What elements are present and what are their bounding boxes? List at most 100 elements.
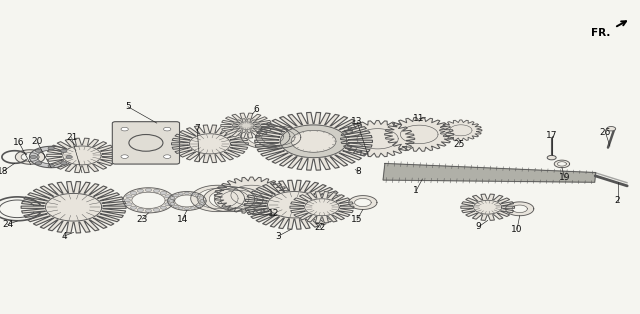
Text: 25: 25 <box>454 140 465 149</box>
Polygon shape <box>383 164 596 182</box>
Text: 22: 22 <box>314 223 326 232</box>
Text: FR.: FR. <box>591 28 611 38</box>
Circle shape <box>179 207 183 209</box>
Polygon shape <box>232 119 260 133</box>
Polygon shape <box>280 125 347 158</box>
Circle shape <box>126 195 132 198</box>
Polygon shape <box>47 138 117 173</box>
Circle shape <box>66 155 72 159</box>
Circle shape <box>199 197 204 199</box>
Text: 14: 14 <box>177 215 188 224</box>
Polygon shape <box>506 202 534 216</box>
Polygon shape <box>204 187 255 212</box>
Polygon shape <box>474 200 502 214</box>
Circle shape <box>61 162 67 165</box>
Polygon shape <box>21 181 126 233</box>
Circle shape <box>170 197 175 199</box>
Text: 7: 7 <box>195 124 200 133</box>
Polygon shape <box>214 187 263 211</box>
Polygon shape <box>244 180 344 229</box>
Text: 10: 10 <box>511 225 523 234</box>
Circle shape <box>184 208 189 210</box>
Polygon shape <box>15 150 45 164</box>
Polygon shape <box>189 134 230 154</box>
Text: 23: 23 <box>136 215 148 224</box>
Circle shape <box>191 193 195 195</box>
Circle shape <box>170 203 175 205</box>
Polygon shape <box>191 185 244 212</box>
Circle shape <box>145 188 152 192</box>
Circle shape <box>607 127 616 131</box>
Text: 17: 17 <box>546 131 557 140</box>
Circle shape <box>35 149 42 152</box>
Text: 18: 18 <box>0 167 9 176</box>
Polygon shape <box>241 125 290 149</box>
Polygon shape <box>440 120 482 141</box>
Circle shape <box>199 203 204 205</box>
Circle shape <box>166 199 173 202</box>
Polygon shape <box>63 146 101 165</box>
Circle shape <box>145 209 152 212</box>
Text: 21: 21 <box>66 133 77 142</box>
Text: 2: 2 <box>615 197 620 205</box>
Polygon shape <box>305 199 339 216</box>
FancyBboxPatch shape <box>113 122 179 164</box>
Circle shape <box>164 155 171 158</box>
Text: 12: 12 <box>268 209 280 218</box>
Circle shape <box>131 206 137 209</box>
Circle shape <box>121 127 128 131</box>
Text: 15: 15 <box>351 215 363 224</box>
Circle shape <box>165 195 171 198</box>
Circle shape <box>30 155 36 159</box>
Polygon shape <box>255 112 372 170</box>
Polygon shape <box>168 192 206 210</box>
Polygon shape <box>29 146 73 168</box>
Circle shape <box>131 192 137 195</box>
Circle shape <box>154 189 160 192</box>
Text: 16: 16 <box>13 138 25 147</box>
Circle shape <box>126 203 132 206</box>
Circle shape <box>165 203 171 206</box>
Text: 9: 9 <box>476 222 481 231</box>
Circle shape <box>121 155 128 158</box>
Circle shape <box>547 155 556 160</box>
Polygon shape <box>45 193 102 221</box>
Text: 11: 11 <box>413 114 425 123</box>
Polygon shape <box>290 192 354 223</box>
Polygon shape <box>461 194 515 220</box>
Polygon shape <box>385 117 454 151</box>
Polygon shape <box>280 125 347 158</box>
Polygon shape <box>256 126 301 148</box>
Circle shape <box>154 208 160 211</box>
Text: 20: 20 <box>31 138 43 146</box>
Polygon shape <box>221 113 272 138</box>
Text: 19: 19 <box>559 173 570 182</box>
Polygon shape <box>268 192 321 218</box>
Circle shape <box>179 193 183 195</box>
Polygon shape <box>234 119 259 132</box>
Circle shape <box>200 200 205 202</box>
Text: 6: 6 <box>253 106 259 114</box>
Text: 24: 24 <box>2 220 13 229</box>
Circle shape <box>191 207 195 209</box>
Circle shape <box>61 149 67 152</box>
Text: 13: 13 <box>351 117 363 126</box>
Polygon shape <box>340 121 415 157</box>
Polygon shape <box>239 122 254 129</box>
Text: 3: 3 <box>276 232 281 241</box>
Circle shape <box>124 199 131 202</box>
Circle shape <box>48 147 54 150</box>
Polygon shape <box>123 188 174 213</box>
Circle shape <box>160 206 166 209</box>
Polygon shape <box>214 177 289 214</box>
Circle shape <box>48 164 54 167</box>
Circle shape <box>195 194 200 197</box>
Polygon shape <box>554 160 570 168</box>
Text: 1: 1 <box>413 187 419 195</box>
Circle shape <box>137 208 143 211</box>
Circle shape <box>184 192 189 194</box>
Text: 8: 8 <box>356 167 361 176</box>
Circle shape <box>164 127 171 131</box>
Circle shape <box>173 194 179 197</box>
Circle shape <box>195 205 200 208</box>
